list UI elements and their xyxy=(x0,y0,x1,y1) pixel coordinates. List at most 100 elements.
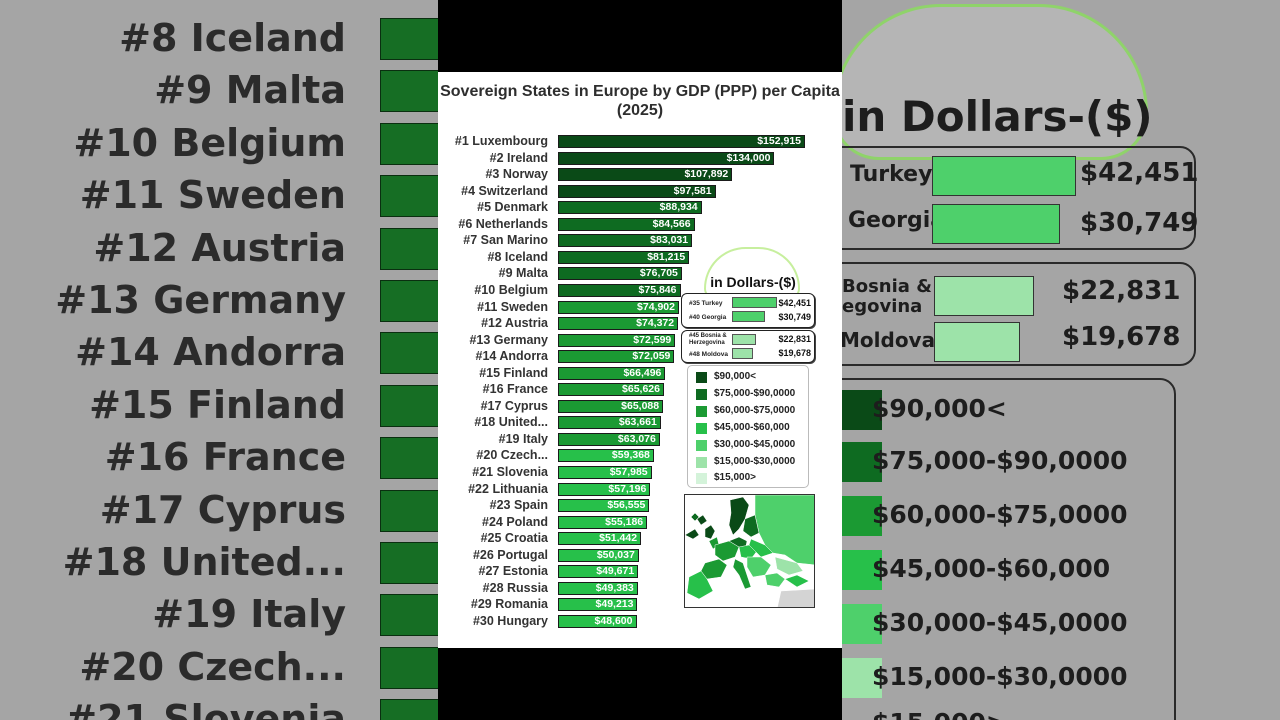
inset-turkey-bar xyxy=(732,297,777,308)
bar-label: #25 Croatia xyxy=(480,531,548,546)
bar: $63,661 xyxy=(558,416,661,430)
bar: $84,566 xyxy=(558,217,695,231)
bar-value-label: $152,915 xyxy=(757,135,801,147)
bar-value-label: $88,934 xyxy=(659,201,698,214)
bar-value-label: $51,442 xyxy=(599,532,638,545)
bar-label: #23 Spain xyxy=(489,498,548,513)
inset-moldova-name: #48 Moldova xyxy=(689,351,729,358)
bar-value-label: $66,496 xyxy=(623,366,662,379)
bar: $83,031 xyxy=(558,234,693,248)
bg-turkey-name: Turkey xyxy=(850,162,933,187)
inset-turkey-value: $42,451 xyxy=(778,298,811,308)
bg-legend-swatch-1 xyxy=(842,390,882,430)
bar-value-label: $49,671 xyxy=(596,565,635,578)
inset-bosnia-bar xyxy=(732,334,757,345)
bg-legend-swatch-6 xyxy=(842,658,882,698)
bar-label: #19 Italy xyxy=(498,431,548,446)
bg-legend-label-3: $60,000-$75,0000 xyxy=(872,500,1128,529)
bar: $152,915 xyxy=(558,135,805,148)
bar: $65,088 xyxy=(558,399,664,413)
chart-card: Sovereign States in Europe by GDP (PPP) … xyxy=(438,72,842,648)
legend-swatch xyxy=(696,456,707,468)
bar: $74,902 xyxy=(558,300,679,314)
bg-georgia-bar xyxy=(932,204,1060,244)
bar-value-label: $81,215 xyxy=(647,250,686,263)
bg-turkey-bar xyxy=(932,156,1076,196)
bg-row-label: #12 Austria xyxy=(93,225,346,270)
bg-row-label: #9 Malta xyxy=(154,68,346,113)
bg-row-bar xyxy=(380,489,438,532)
bar-label: #30 Hungary xyxy=(472,613,548,628)
inset-georgia-bar xyxy=(732,311,765,322)
bar-label: #3 Norway xyxy=(485,167,548,182)
bar-value-label: $74,372 xyxy=(636,317,675,330)
chart-title: Sovereign States in Europe by GDP (PPP) … xyxy=(440,83,840,119)
bar-label: #1 Luxembourg xyxy=(454,134,548,148)
legend-swatch xyxy=(696,473,707,485)
bar-label: #8 Iceland xyxy=(487,249,548,264)
bar-label: #2 Ireland xyxy=(489,150,548,165)
bg-row-bar xyxy=(380,18,438,60)
bar-label: #24 Poland xyxy=(482,514,548,529)
bg-row-bar xyxy=(380,594,438,637)
bg-row-label: #21 Slovenia xyxy=(65,697,346,720)
bar-value-label: $65,626 xyxy=(622,383,660,396)
bg-box-1 xyxy=(842,146,1196,250)
legend-swatch xyxy=(696,405,707,417)
inset-box-2: #45 Bosnia & Herzegovina $22,831 #48 Mol… xyxy=(681,330,815,363)
bg-row-label: #10 Belgium xyxy=(73,120,346,165)
bar-label: #26 Portugal xyxy=(472,547,548,562)
bg-moldova-bar xyxy=(934,322,1020,362)
bg-row-label: #13 Germany xyxy=(55,278,346,322)
bar-value-label: $63,661 xyxy=(618,416,657,429)
legend-label: $15,000-$30,0000 xyxy=(714,455,796,467)
bar-value-label: $48,600 xyxy=(594,614,633,627)
bar-value-label: $50,037 xyxy=(596,548,635,561)
bar: $88,934 xyxy=(558,201,702,215)
legend-swatch xyxy=(696,439,707,451)
inset-title: in Dollars-($) xyxy=(710,274,796,290)
cloud-shape xyxy=(704,247,800,299)
bar-value-label: $107,892 xyxy=(684,168,729,181)
bar: $63,076 xyxy=(558,432,660,446)
bar-value-label: $74,902 xyxy=(637,300,675,313)
bg-legend-swatch-5 xyxy=(842,604,882,644)
legend-swatch xyxy=(696,372,707,383)
bar-label: #7 San Marino xyxy=(463,233,548,248)
bg-legend-label-2: $75,000-$90,0000 xyxy=(872,446,1128,475)
bg-legend-label-1: $90,000< xyxy=(872,394,1007,423)
bar: $50,037 xyxy=(558,548,639,562)
inset-moldova-bar xyxy=(732,348,753,359)
bar-label: #29 Romania xyxy=(470,597,548,612)
bar: $57,196 xyxy=(558,482,651,496)
bar: $81,215 xyxy=(558,250,690,264)
bar-label: #20 Czech... xyxy=(476,448,548,463)
bg-row-label: #19 Italy xyxy=(152,592,346,637)
bg-row-label: #8 Iceland xyxy=(119,16,346,60)
bar: $51,442 xyxy=(558,532,642,546)
bg-row-bar xyxy=(380,437,438,480)
bar-label: #9 Malta xyxy=(498,266,548,281)
inset-bosnia-name: #45 Bosnia & Herzegovina xyxy=(689,333,727,346)
bar-value-label: $49,213 xyxy=(595,598,634,611)
bg-row-label: #11 Sweden xyxy=(79,173,346,218)
bar: $134,000 xyxy=(558,151,775,165)
bg-bosnia-value: $22,831 xyxy=(1062,276,1181,306)
bg-row-bar xyxy=(380,280,438,322)
bar-label: #12 Austria xyxy=(481,316,548,331)
inset-moldova-value: $19,678 xyxy=(778,348,811,358)
bg-row-label: #18 United... xyxy=(62,540,346,584)
bar: $65,626 xyxy=(558,383,664,397)
bg-turkey-value: $42,451 xyxy=(1080,158,1199,188)
bar-label: #4 Switzerland xyxy=(461,183,548,198)
bg-bosnia-bar xyxy=(934,276,1034,316)
bar-label: #16 France xyxy=(482,382,548,397)
bar-value-label: $83,031 xyxy=(650,234,689,247)
bg-row-bar xyxy=(380,122,438,165)
legend-label: $30,000-$45,0000 xyxy=(714,438,796,450)
bar-label: #11 Sweden xyxy=(477,299,548,314)
bar-value-label: $55,186 xyxy=(605,515,644,528)
legend-label: $75,000-$90,0000 xyxy=(714,387,796,399)
bg-row-label: #15 Finland xyxy=(89,382,346,427)
bar-value-label: $84,566 xyxy=(652,217,691,230)
